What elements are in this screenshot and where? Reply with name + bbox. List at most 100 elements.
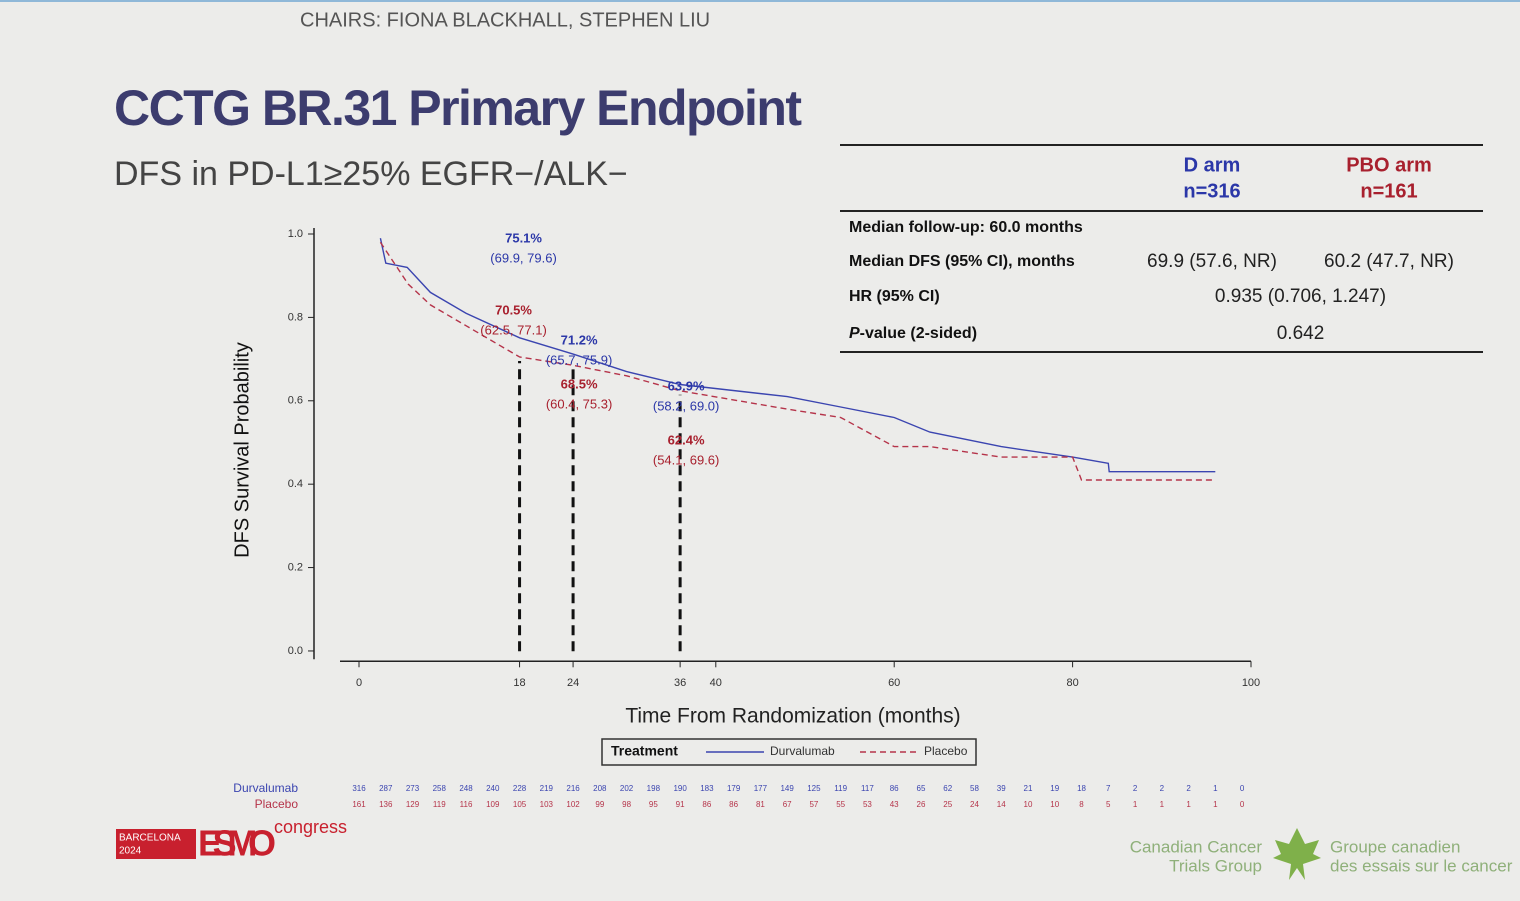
annotation-value: 62.4%	[668, 433, 705, 448]
annotation-ci: (58.2, 69.0)	[653, 399, 720, 414]
legend-label: Durvalumab	[770, 744, 835, 758]
footer-cctg-fr: Groupe canadien	[1330, 837, 1460, 856]
annotation-ci: (54.1, 69.6)	[653, 453, 720, 468]
risk-count: 228	[513, 784, 527, 793]
x-axis-label: Time From Randomization (months)	[625, 705, 960, 728]
risk-count: 0	[1240, 784, 1245, 793]
risk-count: 179	[727, 784, 741, 793]
row-label: Median follow-up: 60.0 months	[849, 219, 1083, 236]
risk-count: 10	[1024, 800, 1033, 809]
chairs: CHAIRS: FIONA BLACKHALL, STEPHEN LIU	[300, 9, 710, 31]
risk-count: 25	[943, 800, 952, 809]
annotation-value: 71.2%	[561, 333, 598, 348]
risk-count: 273	[406, 784, 420, 793]
y-tick-label: 0.0	[288, 645, 303, 657]
column-header: D arm	[1184, 154, 1241, 176]
table-cell: 60.2 (47.7, NR)	[1324, 251, 1454, 272]
risk-count: 19	[1050, 784, 1059, 793]
risk-count: 2	[1160, 784, 1165, 793]
annotation-value: 70.5%	[495, 303, 532, 318]
risk-count: 125	[807, 784, 821, 793]
column-n: n=161	[1360, 180, 1417, 202]
risk-count: 202	[620, 784, 634, 793]
risk-count: 67	[783, 800, 792, 809]
footer-city: BARCELONA	[119, 833, 181, 844]
risk-count: 119	[433, 800, 446, 809]
risk-count: 198	[647, 784, 661, 793]
risk-count: 43	[890, 800, 899, 809]
risk-count: 2	[1133, 784, 1138, 793]
risk-count: 95	[649, 800, 658, 809]
risk-count: 1	[1186, 800, 1191, 809]
annotation-value: 75.1%	[505, 231, 542, 246]
risk-count: 53	[863, 800, 872, 809]
risk-count: 149	[780, 784, 794, 793]
annotation-value: 68.5%	[561, 377, 598, 392]
annotation-ci: (65.7, 75.9)	[546, 353, 613, 368]
risk-count: 258	[433, 784, 447, 793]
risk-count: 98	[622, 800, 631, 809]
risk-count: 8	[1079, 800, 1084, 809]
row-label-italic: P	[849, 325, 860, 342]
x-tick-label: 100	[1242, 677, 1260, 689]
risk-label: Durvalumab	[233, 781, 298, 795]
risk-count: 55	[836, 800, 845, 809]
row-label: HR (95% CI)	[849, 288, 940, 305]
risk-count: 316	[352, 784, 366, 793]
x-tick-label: 80	[1066, 677, 1078, 689]
risk-count: 86	[729, 800, 738, 809]
risk-count: 109	[486, 800, 500, 809]
title: CCTG BR.31 Primary Endpoint	[114, 80, 802, 136]
risk-count: 2	[1186, 784, 1191, 793]
y-tick-label: 0.4	[288, 478, 303, 490]
risk-count: 1	[1213, 800, 1218, 809]
risk-count: 1	[1213, 784, 1218, 793]
annotation-ci: (60.4, 75.3)	[546, 397, 613, 412]
footer-cctg-en: Canadian Cancer	[1130, 837, 1263, 856]
risk-count: 18	[1077, 784, 1086, 793]
column-header: PBO arm	[1346, 154, 1432, 176]
risk-count: 219	[540, 784, 554, 793]
footer-congress: congress	[274, 817, 347, 837]
risk-count: 62	[943, 784, 952, 793]
row-label: P-value (2-sided)	[849, 325, 977, 342]
y-tick-label: 0.6	[288, 395, 303, 407]
table-cell: 0.935 (0.706, 1.247)	[1215, 286, 1386, 307]
risk-count: 58	[970, 784, 979, 793]
subtitle: DFS in PD-L1≥25% EGFR−/ALK−	[114, 155, 628, 193]
legend-label: Placebo	[924, 744, 968, 758]
table-cell: 0.642	[1277, 323, 1325, 344]
risk-count: 1	[1133, 800, 1138, 809]
footer-esmo: ESMO	[198, 823, 276, 864]
footer-year: 2024	[119, 846, 142, 857]
risk-count: 26	[917, 800, 926, 809]
risk-count: 57	[809, 800, 818, 809]
row-label-text: -value (2-sided)	[860, 325, 977, 342]
risk-count: 240	[486, 784, 500, 793]
risk-count: 0	[1240, 800, 1245, 809]
risk-count: 116	[460, 800, 473, 809]
survival-curve	[379, 238, 1216, 473]
esmo-badge	[116, 829, 196, 859]
annotation-value: 63.9%	[668, 379, 705, 394]
risk-count: 216	[566, 784, 580, 793]
x-tick-label: 24	[567, 677, 579, 689]
y-tick-label: 0.2	[288, 561, 303, 573]
risk-count: 119	[834, 784, 847, 793]
footer-cctg-en: Trials Group	[1169, 856, 1262, 875]
risk-count: 21	[1024, 784, 1033, 793]
risk-count: 7	[1106, 784, 1111, 793]
x-tick-label: 18	[513, 677, 525, 689]
y-axis-label: DFS Survival Probability	[231, 342, 253, 558]
risk-count: 161	[352, 800, 366, 809]
risk-count: 39	[997, 784, 1006, 793]
risk-label: Placebo	[255, 797, 299, 811]
y-tick-label: 1.0	[288, 228, 303, 240]
risk-count: 5	[1106, 800, 1111, 809]
risk-count: 129	[406, 800, 420, 809]
row-label-text: Median follow-up: 60.0 months	[849, 219, 1083, 236]
x-tick-label: 36	[674, 677, 686, 689]
legend-box	[601, 738, 977, 766]
row-label-text: Median DFS (95% CI), months	[849, 253, 1075, 270]
